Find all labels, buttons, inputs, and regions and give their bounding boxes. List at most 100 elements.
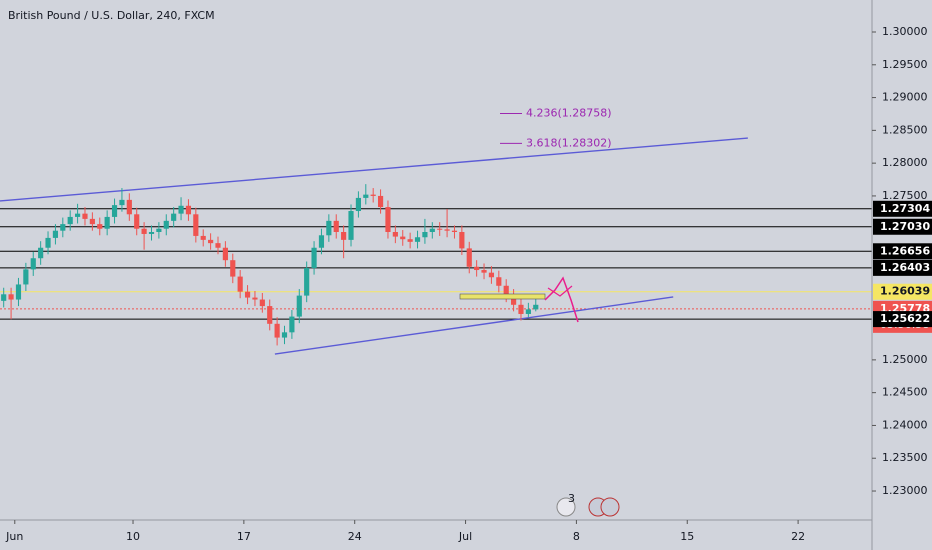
candle-body bbox=[30, 258, 36, 270]
projection-arrow bbox=[547, 285, 573, 297]
y-tick-label: 1.28000 bbox=[882, 156, 928, 169]
candle-body bbox=[82, 213, 88, 219]
candle-body bbox=[304, 268, 310, 296]
candle-body bbox=[318, 235, 325, 248]
chart-title: British Pound / U.S. Dollar, 240, FXCM bbox=[8, 9, 215, 22]
candle-body bbox=[60, 224, 66, 231]
candle-body bbox=[111, 205, 118, 217]
x-tick-label: Jul bbox=[458, 530, 472, 543]
candle-body bbox=[134, 214, 140, 229]
candle-body bbox=[267, 306, 273, 324]
candle-body bbox=[215, 243, 221, 248]
candle-body bbox=[385, 207, 391, 232]
level-label: 1.27030 bbox=[880, 220, 930, 233]
level-label: 1.26656 bbox=[880, 244, 930, 257]
candle-body bbox=[156, 228, 162, 232]
candle-body bbox=[377, 195, 384, 208]
candle-body bbox=[503, 285, 509, 296]
candle-body bbox=[488, 272, 495, 278]
y-tick-label: 1.29000 bbox=[882, 91, 928, 104]
candle-body bbox=[444, 229, 450, 231]
x-tick-label: 24 bbox=[348, 530, 362, 543]
candle-body bbox=[518, 304, 524, 314]
candle-body bbox=[163, 220, 169, 229]
candle-body bbox=[259, 299, 265, 307]
candle-body bbox=[348, 211, 354, 240]
candle-body bbox=[148, 232, 155, 234]
axis-layer: 1.30000 1.29500 1.29000 1.28500 1.28000 1.275… bbox=[5, 25, 932, 543]
plot-area: 4.236(1.28758) 3.618(1.28302) bbox=[0, 106, 872, 355]
level-label: 1.25622 bbox=[880, 312, 930, 325]
candle-body bbox=[230, 260, 236, 277]
candle-body bbox=[126, 199, 132, 215]
x-tick-label: 10 bbox=[126, 530, 140, 543]
flag-icon[interactable] bbox=[600, 497, 620, 517]
candle-body bbox=[451, 230, 458, 232]
candle-body bbox=[200, 235, 206, 240]
candle-body bbox=[15, 284, 22, 300]
candle-body bbox=[326, 220, 332, 236]
fib-zone bbox=[459, 293, 546, 300]
candle-body bbox=[244, 291, 251, 298]
level-label-bg bbox=[873, 200, 932, 217]
candle-body bbox=[185, 205, 192, 215]
candle-body bbox=[525, 309, 531, 314]
candle-body bbox=[75, 213, 81, 217]
candle-body bbox=[23, 269, 29, 285]
candle-body bbox=[422, 232, 428, 238]
y-tick-label: 1.24500 bbox=[882, 386, 928, 399]
candle-body bbox=[222, 247, 228, 261]
y-tick-label: 1.24000 bbox=[882, 418, 928, 431]
candle-body bbox=[171, 213, 177, 221]
event-count: 3 bbox=[568, 492, 575, 505]
candle-body bbox=[481, 270, 487, 273]
x-tick-label: 15 bbox=[680, 530, 694, 543]
candle-body bbox=[459, 232, 465, 249]
candle-body bbox=[208, 239, 214, 244]
candle-body bbox=[8, 294, 14, 300]
candle-body bbox=[104, 216, 110, 229]
y-tick-label: 1.25000 bbox=[882, 353, 928, 366]
candle-body bbox=[466, 248, 472, 267]
candle-body bbox=[533, 304, 539, 310]
candle-body bbox=[341, 232, 347, 240]
candle-body bbox=[474, 266, 480, 271]
candle-body bbox=[119, 199, 125, 206]
level-label-bg bbox=[873, 218, 932, 235]
candle-body bbox=[281, 332, 288, 338]
y-tick-label: 1.23000 bbox=[882, 484, 928, 497]
y-tick-label: 1.23500 bbox=[882, 451, 928, 464]
trend-line bbox=[0, 137, 748, 202]
candle-body bbox=[67, 216, 73, 225]
candle-body bbox=[141, 228, 147, 234]
candle-body bbox=[311, 247, 317, 269]
candle-body bbox=[414, 237, 421, 242]
candle-body bbox=[400, 236, 406, 240]
candle-body bbox=[429, 228, 435, 232]
candle-body bbox=[38, 247, 44, 259]
candle-body bbox=[237, 276, 243, 292]
candle-body bbox=[511, 295, 517, 305]
projection-arrow bbox=[544, 276, 579, 323]
candle-body bbox=[97, 224, 103, 229]
level-label-bg bbox=[873, 311, 932, 328]
y-tick-label: 1.29500 bbox=[882, 58, 928, 71]
candle-body bbox=[437, 228, 443, 230]
x-tick-label: 17 bbox=[237, 530, 251, 543]
candle-body bbox=[296, 295, 302, 317]
candle-body bbox=[1, 294, 7, 301]
y-tick-label: 1.27500 bbox=[882, 189, 928, 202]
candle-body bbox=[178, 205, 184, 214]
candle-body bbox=[363, 194, 369, 198]
level-label-bg bbox=[873, 259, 932, 276]
x-tick-label: 22 bbox=[791, 530, 805, 543]
candle-body bbox=[52, 230, 59, 238]
fib-label: 3.618(1.28302) bbox=[526, 136, 612, 149]
x-tick-label: 8 bbox=[573, 530, 580, 543]
candle-body bbox=[392, 232, 398, 237]
candle-body bbox=[252, 297, 258, 300]
event-icon[interactable] bbox=[556, 497, 576, 517]
candle-body bbox=[274, 323, 280, 338]
